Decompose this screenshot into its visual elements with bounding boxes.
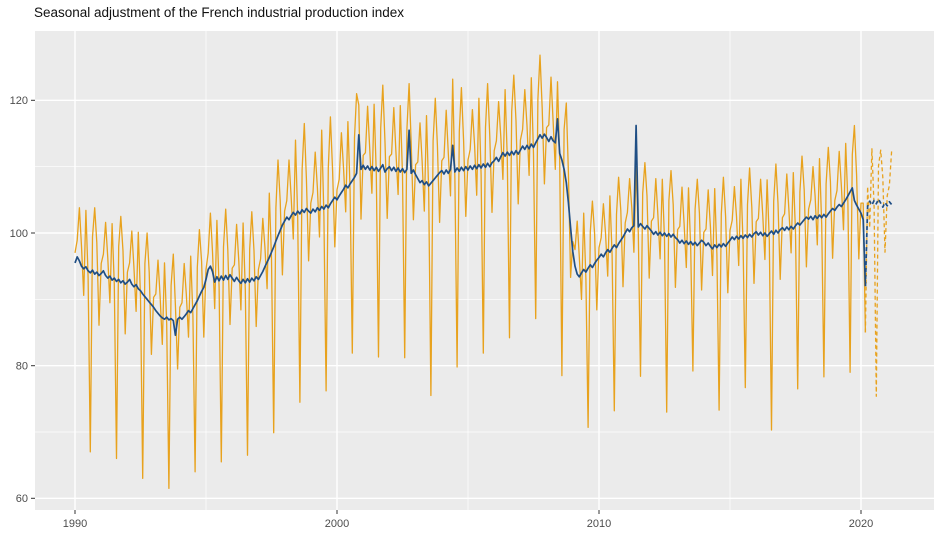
x-axis-tick-label: 2000 <box>325 518 349 530</box>
x-axis-tick-label: 2010 <box>587 518 611 530</box>
series-lines <box>74 54 893 490</box>
axis-ticks <box>31 99 862 514</box>
axis-labels: 1990 2000 2010 2020 60 80 100 120 <box>10 95 874 530</box>
y-axis-tick-label: 120 <box>10 95 28 107</box>
gridlines <box>35 31 934 510</box>
adjusted-index-line <box>74 118 867 337</box>
x-axis-tick-label: 1990 <box>63 518 87 530</box>
raw-index-line <box>74 54 867 490</box>
y-axis-tick-label: 100 <box>10 228 28 240</box>
x-axis-tick-label: 2020 <box>849 518 873 530</box>
chart-title: Seasonal adjustment of the French indust… <box>34 5 404 20</box>
y-axis-tick-label: 80 <box>16 361 28 373</box>
raw-forecast-line <box>864 148 893 397</box>
y-axis-tick-label: 60 <box>16 493 28 505</box>
adjusted-forecast-line <box>864 198 893 287</box>
